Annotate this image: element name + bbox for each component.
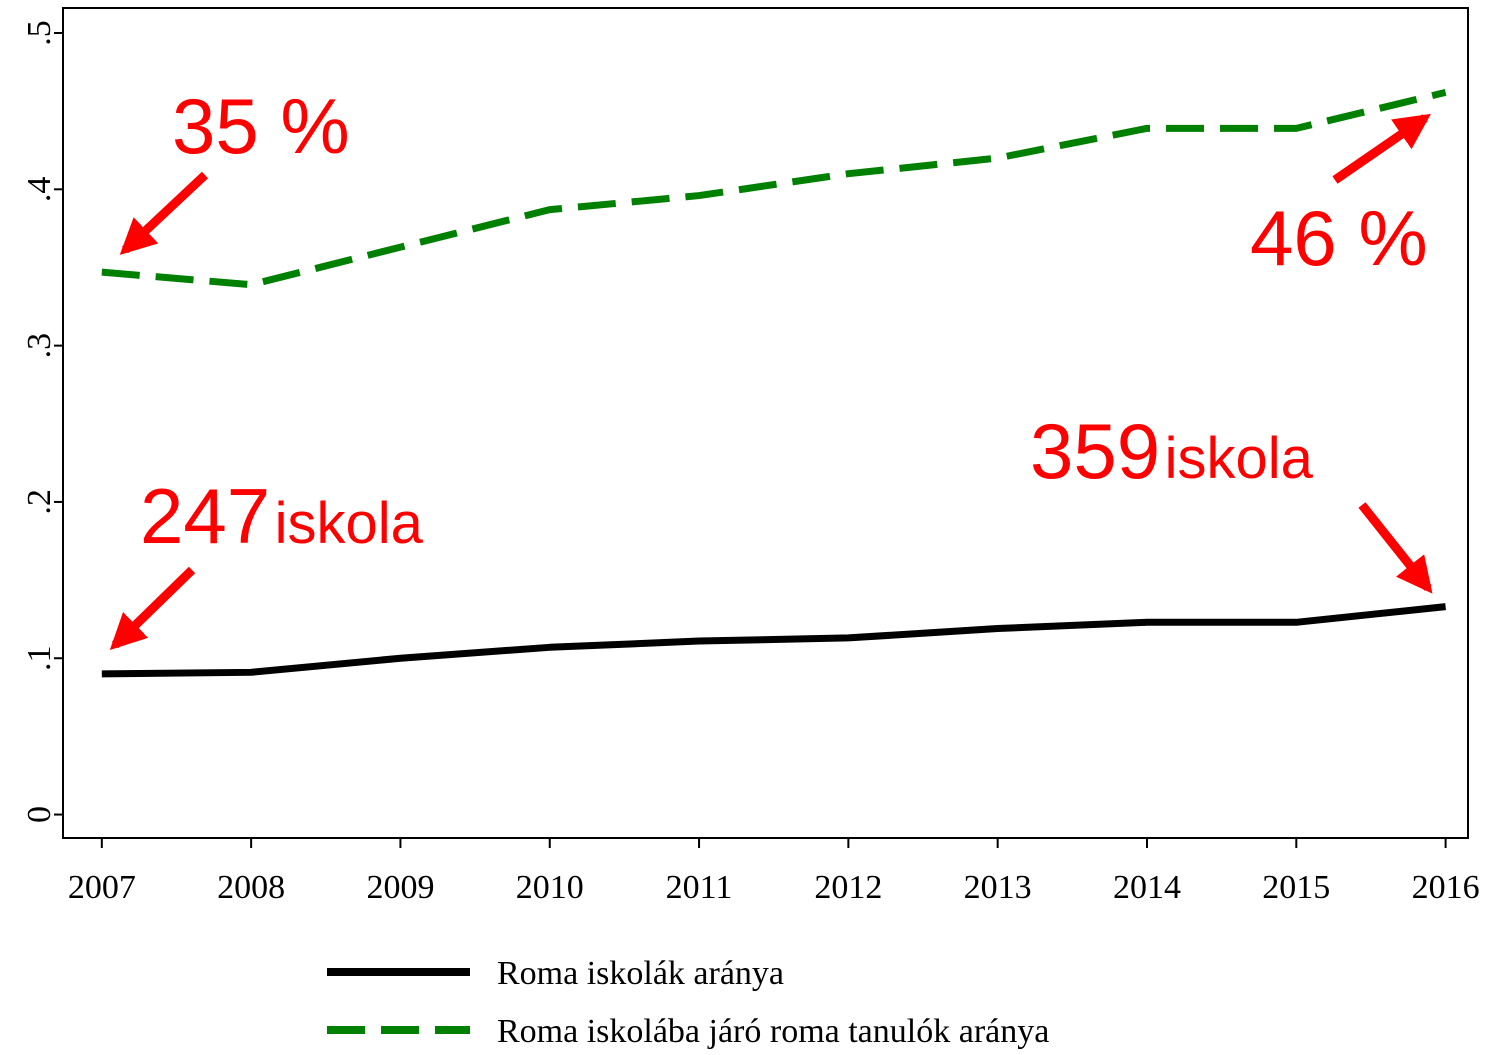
x-tick-label: 2007 bbox=[68, 869, 136, 906]
annotation-number: 35 % bbox=[172, 82, 350, 170]
annotation-number: 359 bbox=[1030, 407, 1160, 495]
x-tick-label: 2016 bbox=[1412, 869, 1480, 906]
x-tick-label: 2008 bbox=[217, 869, 285, 906]
x-tick-label: 2010 bbox=[516, 869, 584, 906]
x-tick-label: 2012 bbox=[814, 869, 882, 906]
annotation-unit: iskola bbox=[275, 491, 424, 556]
arrow bbox=[119, 171, 209, 255]
annotation: 35 % bbox=[172, 82, 350, 170]
y-tick-label: .1 bbox=[21, 645, 58, 671]
y-tick-label: .2 bbox=[21, 489, 58, 515]
arrow bbox=[109, 566, 196, 651]
y-tick-label: 0 bbox=[21, 806, 58, 823]
y-tick-label: .4 bbox=[21, 177, 58, 203]
annotation: 46 % bbox=[1250, 194, 1428, 282]
annotation-number: 46 % bbox=[1250, 194, 1428, 282]
x-tick-label: 2015 bbox=[1262, 869, 1330, 906]
x-tick-label: 2009 bbox=[366, 869, 434, 906]
data-line bbox=[101, 603, 1446, 678]
annotation-unit: iskola bbox=[1165, 426, 1314, 491]
arrow bbox=[1358, 502, 1433, 594]
x-tick-label: 2013 bbox=[964, 869, 1032, 906]
arrows bbox=[109, 113, 1433, 651]
annotation-number: 247 bbox=[140, 472, 270, 560]
arrow bbox=[1332, 113, 1431, 184]
data-line bbox=[101, 89, 1447, 289]
legend-label: Roma iskolák aránya bbox=[497, 955, 784, 992]
legend-label: Roma iskolába járó roma tanulók aránya bbox=[497, 1013, 1049, 1050]
y-tick-label: .3 bbox=[21, 333, 58, 359]
x-tick-label: 2014 bbox=[1113, 869, 1181, 906]
x-tick-label: 2011 bbox=[666, 869, 733, 906]
plot-frame bbox=[62, 7, 1469, 839]
annotation: 247 iskola bbox=[140, 472, 424, 560]
annotation: 359 iskola bbox=[1030, 407, 1314, 495]
y-tick-label: .5 bbox=[21, 20, 58, 46]
